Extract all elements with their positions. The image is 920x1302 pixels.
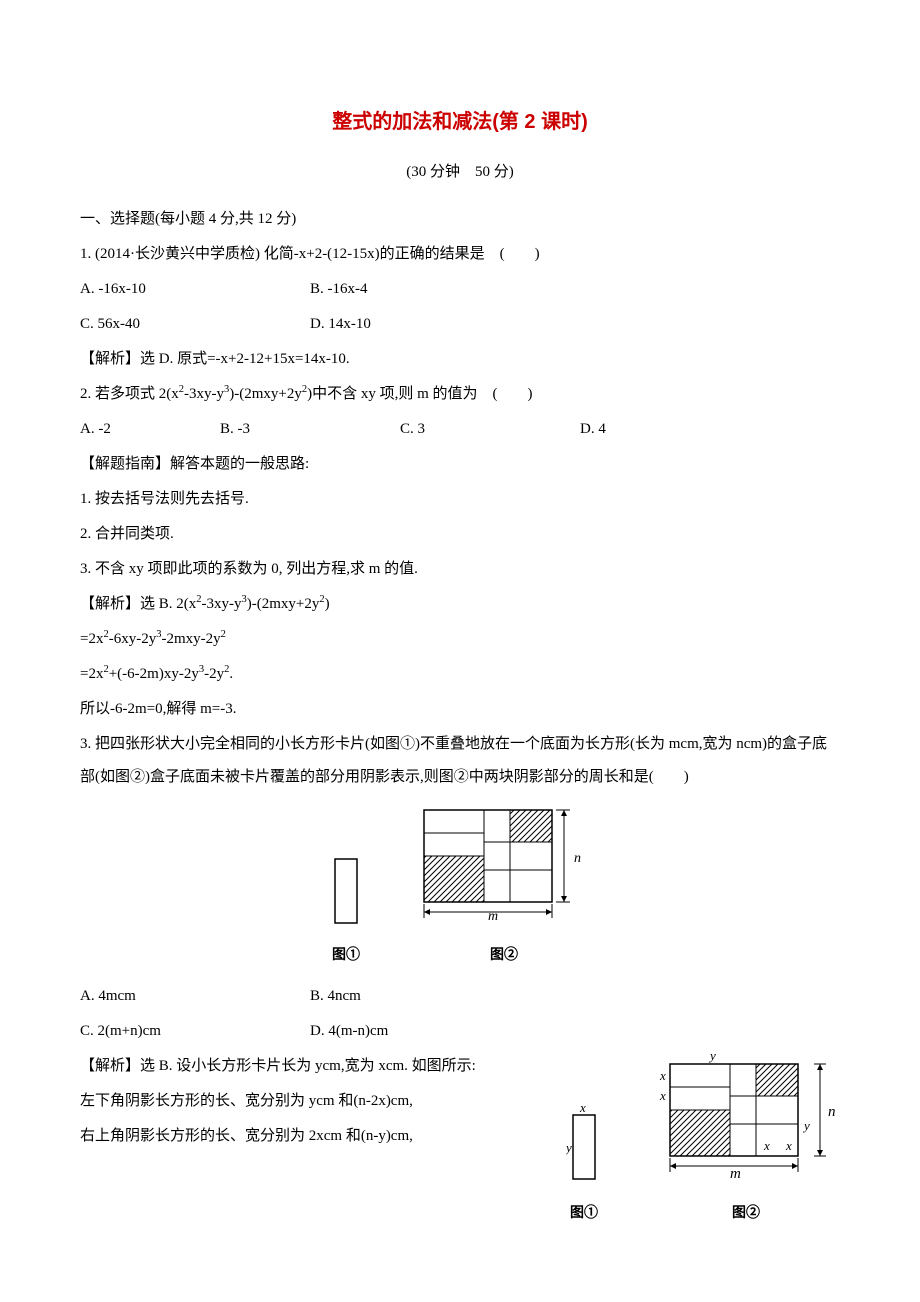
- y-label-right: y: [802, 1118, 810, 1133]
- x-label-bot2: x: [785, 1138, 792, 1153]
- x-label-left1: x: [659, 1068, 666, 1083]
- figure-1b: y x 图①: [566, 1100, 602, 1230]
- q3-optD: D. 4(m-n)cm: [310, 1015, 388, 1048]
- y-label-card: y: [566, 1140, 572, 1155]
- fig2b-label: 图②: [652, 1199, 840, 1230]
- figure-1a: 图①: [332, 858, 360, 972]
- q2-optA: A. -2: [80, 413, 220, 446]
- q2-optD: D. 4: [580, 413, 606, 446]
- q2-stem: 2. 若多项式 2(x2-3xy-y3)-(2mxy+2y2)中不含 xy 项,…: [80, 378, 840, 411]
- q3-figure-row-1: 图①: [80, 806, 840, 972]
- n-label-2: n: [828, 1104, 836, 1120]
- q2-optC: C. 3: [400, 413, 580, 446]
- svg-small-card-1: [334, 858, 358, 924]
- q3-optB: B. 4ncm: [310, 980, 361, 1013]
- page-title: 整式的加法和减法(第 2 课时): [80, 100, 840, 144]
- q1-optB: B. -16x-4: [310, 273, 368, 306]
- q2-ana3: =2x2+(-6-2m)xy-2y3-2y2.: [80, 658, 840, 691]
- q2-ana1: 【解析】选 B. 2(x2-3xy-y3)-(2mxy+2y2): [80, 588, 840, 621]
- x-label-card: x: [579, 1100, 586, 1115]
- q3-analysis-wrap: y x 图①: [80, 1050, 840, 1230]
- m-label-1: m: [488, 909, 498, 924]
- q3-optC: C. 2(m+n)cm: [80, 1015, 310, 1048]
- q1-analysis: 【解析】选 D. 原式=-x+2-12+15x=14x-10.: [80, 343, 840, 376]
- q2-optB: B. -3: [220, 413, 400, 446]
- figure-2a: m n 图②: [420, 806, 588, 972]
- q3-optA: A. 4mcm: [80, 980, 310, 1013]
- q2-ana2: =2x2-6xy-2y3-2mxy-2y2: [80, 623, 840, 656]
- svg-small-card-2: y x: [566, 1100, 602, 1182]
- q3-options-row1: A. 4mcm B. 4ncm: [80, 980, 840, 1013]
- q2-options: A. -2 B. -3 C. 3 D. 4: [80, 413, 840, 446]
- m-label-2: m: [730, 1166, 741, 1182]
- q2-guide1: 1. 按去括号法则先去括号.: [80, 483, 840, 516]
- y-label-top: y: [708, 1050, 716, 1063]
- q1-optD: D. 14x-10: [310, 308, 371, 341]
- q3-figure-row-2: y x 图①: [566, 1050, 840, 1230]
- q1-options-row1: A. -16x-10 B. -16x-4: [80, 273, 840, 306]
- q2-guide2: 2. 合并同类项.: [80, 518, 840, 551]
- fig1b-label: 图①: [566, 1199, 602, 1230]
- fig2a-label: 图②: [420, 941, 588, 972]
- q1-stem: 1. (2014·长沙黄兴中学质检) 化简-x+2-(12-15x)的正确的结果…: [80, 238, 840, 271]
- section-header: 一、选择题(每小题 4 分,共 12 分): [80, 203, 840, 236]
- x-label-left2: x: [659, 1088, 666, 1103]
- figure-2b: m n y x x x x y 图②: [652, 1050, 840, 1230]
- subtitle: (30 分钟 50 分): [80, 156, 840, 189]
- q2-ana4: 所以-6-2m=0,解得 m=-3.: [80, 693, 840, 726]
- q3-options-row2: C. 2(m+n)cm D. 4(m-n)cm: [80, 1015, 840, 1048]
- q1-options-row2: C. 56x-40 D. 14x-10: [80, 308, 840, 341]
- q2-guide-title: 【解题指南】解答本题的一般思路:: [80, 448, 840, 481]
- x-label-bot1: x: [763, 1138, 770, 1153]
- q1-optA: A. -16x-10: [80, 273, 310, 306]
- n-label-1: n: [574, 851, 581, 866]
- fig1a-label: 图①: [332, 941, 360, 972]
- q3-stem: 3. 把四张形状大小完全相同的小长方形卡片(如图①)不重叠地放在一个底面为长方形…: [80, 728, 840, 794]
- q1-optC: C. 56x-40: [80, 308, 310, 341]
- q2-guide3: 3. 不含 xy 项即此项的系数为 0, 列出方程,求 m 的值.: [80, 553, 840, 586]
